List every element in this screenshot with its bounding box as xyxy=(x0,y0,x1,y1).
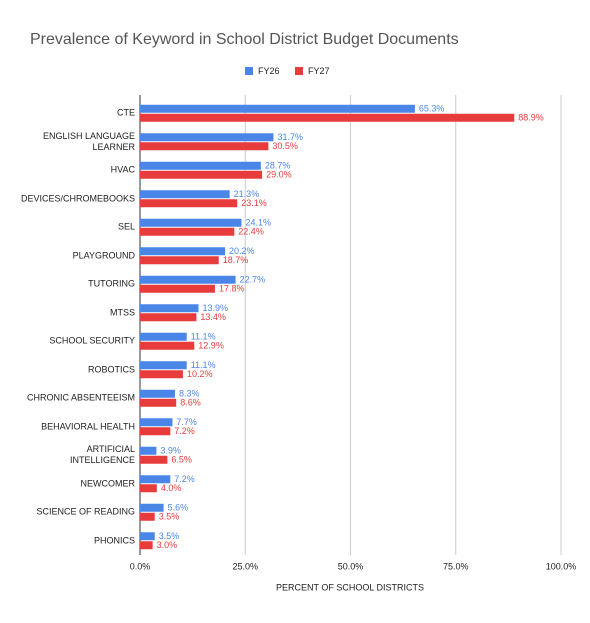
value-label: 3.5% xyxy=(159,531,180,541)
bar xyxy=(140,484,157,493)
bar xyxy=(140,418,173,427)
bar xyxy=(140,512,155,521)
y-tick-label: ENGLISH LANGUAGE LEARNER xyxy=(42,130,135,152)
y-tick-label: ROBOTICS xyxy=(87,364,135,375)
value-label: 3.0% xyxy=(157,540,178,550)
bar xyxy=(140,475,171,484)
value-label: 8.6% xyxy=(180,398,201,408)
bar xyxy=(140,113,515,122)
y-tick-label: SCHOOL SECURITY xyxy=(49,335,135,346)
legend-label: FY26 xyxy=(258,66,280,76)
y-tick-label: BEHAVIORAL HEALTH xyxy=(41,421,135,432)
bar xyxy=(140,104,415,113)
value-label: 28.7% xyxy=(265,161,291,171)
legend-swatch xyxy=(245,67,253,75)
bar xyxy=(140,256,219,265)
value-label: 18.7% xyxy=(223,255,249,265)
value-label: 21.3% xyxy=(234,189,260,199)
y-tick-label: DEVICES/CHROMEBOOKS xyxy=(20,193,135,204)
bar xyxy=(140,455,168,464)
value-label: 3.9% xyxy=(160,446,181,456)
y-tick-label: PHONICS xyxy=(93,535,135,546)
bar xyxy=(140,446,157,455)
value-label: 29.0% xyxy=(266,170,292,180)
y-tick-label: ARTIFICIAL INTELLIGENCE xyxy=(69,444,135,466)
value-label: 13.4% xyxy=(200,312,226,322)
bar xyxy=(140,304,199,313)
value-label: 88.9% xyxy=(518,113,544,123)
y-tick-label: TUTORING xyxy=(88,278,135,289)
value-label: 17.8% xyxy=(219,284,245,294)
x-tick-label: 25.0% xyxy=(232,561,258,571)
x-tick-label: 50.0% xyxy=(338,561,364,571)
bar xyxy=(140,142,269,151)
value-label: 22.4% xyxy=(238,227,264,237)
chart-title: Prevalence of Keyword in School District… xyxy=(30,31,459,48)
y-tick-label: CHRONIC ABSENTEEISM xyxy=(26,392,135,403)
value-label: 23.1% xyxy=(241,198,267,208)
x-tick-label: 0.0% xyxy=(130,561,151,571)
bar xyxy=(140,332,187,341)
y-tick-label: CTE xyxy=(117,107,135,118)
value-label: 13.9% xyxy=(203,303,229,313)
value-label: 4.0% xyxy=(161,483,182,493)
value-label: 12.9% xyxy=(198,341,224,351)
bar xyxy=(140,361,187,370)
bar xyxy=(140,427,171,436)
bar xyxy=(140,313,197,322)
x-axis-title: PERCENT OF SCHOOL DISTRICTS xyxy=(276,582,424,592)
value-label: 31.7% xyxy=(277,132,303,142)
value-label: 6.5% xyxy=(171,455,192,465)
value-label: 30.5% xyxy=(272,141,298,151)
bar xyxy=(140,275,236,284)
value-label: 7.7% xyxy=(176,417,197,427)
value-label: 11.1% xyxy=(191,332,216,342)
value-label: 5.6% xyxy=(168,503,189,513)
value-label: 65.3% xyxy=(419,104,445,114)
legend-label: FY27 xyxy=(308,66,330,76)
bar xyxy=(140,284,215,293)
bar xyxy=(140,398,177,407)
bar xyxy=(140,199,238,208)
value-label: 22.7% xyxy=(240,275,266,285)
value-label: 7.2% xyxy=(174,474,195,484)
bar xyxy=(140,161,261,170)
x-tick-label: 75.0% xyxy=(443,561,469,571)
bar xyxy=(140,218,242,227)
y-tick-label: SEL xyxy=(117,221,135,232)
bar xyxy=(140,370,183,379)
bar xyxy=(140,133,274,142)
value-label: 10.2% xyxy=(187,369,213,379)
bar xyxy=(140,341,195,350)
bar xyxy=(140,389,175,398)
y-tick-label: HVAC xyxy=(110,164,135,175)
value-label: 24.1% xyxy=(245,218,271,228)
bar xyxy=(140,190,230,199)
value-label: 11.1% xyxy=(191,360,216,370)
y-tick-label: PLAYGROUND xyxy=(72,250,135,261)
bar xyxy=(140,170,263,179)
bar xyxy=(140,247,226,256)
y-tick-label: SCIENCE OF READING xyxy=(36,506,135,517)
bar xyxy=(140,503,164,512)
value-label: 20.2% xyxy=(229,246,255,256)
value-label: 8.3% xyxy=(179,389,200,399)
bar xyxy=(140,532,155,541)
value-label: 3.5% xyxy=(159,512,180,522)
x-tick-label: 100.0% xyxy=(546,561,577,571)
bar xyxy=(140,541,153,550)
value-label: 7.2% xyxy=(174,426,195,436)
y-tick-label: NEWCOMER xyxy=(80,478,136,489)
y-tick-label: MTSS xyxy=(109,307,135,318)
bar xyxy=(140,227,235,236)
legend-swatch xyxy=(295,67,303,75)
